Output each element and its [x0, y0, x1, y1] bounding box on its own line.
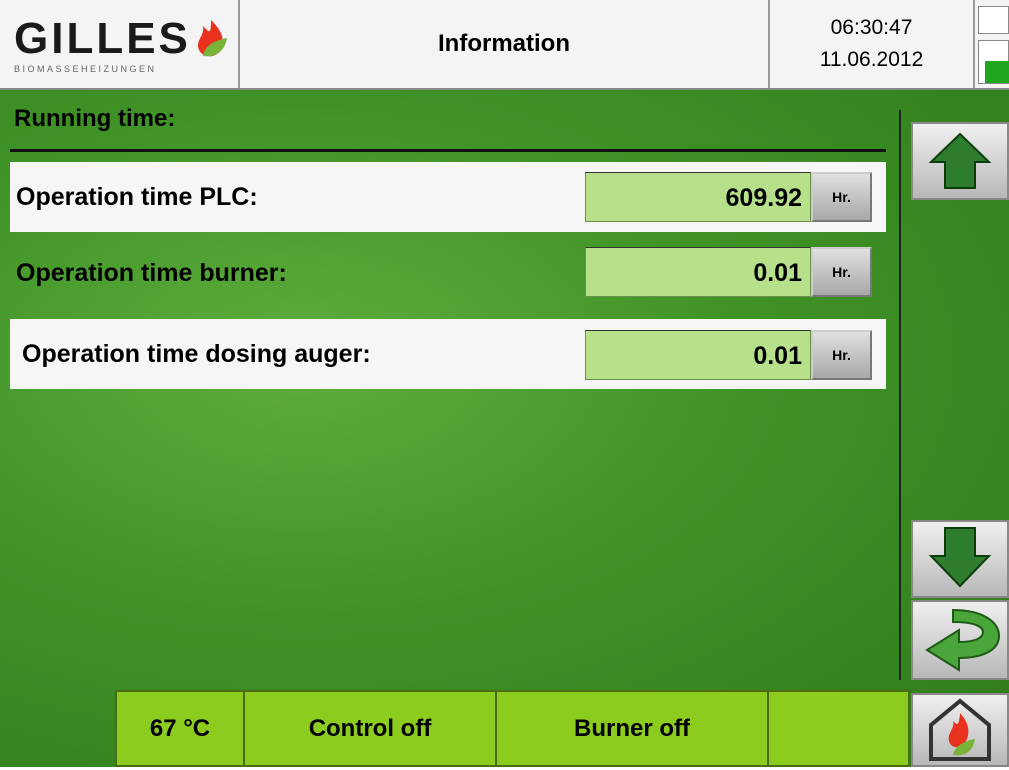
section-title: Running time: — [14, 105, 176, 132]
control-status: Control off — [243, 690, 497, 767]
date: 11.06.2012 — [819, 48, 924, 71]
row-label: Operation time PLC: — [16, 182, 258, 211]
divider — [899, 110, 901, 680]
logo-icon — [197, 20, 227, 57]
row-label: Operation time burner: — [16, 258, 287, 287]
scroll-down-button[interactable] — [911, 520, 1009, 598]
home-button[interactable] — [911, 693, 1009, 767]
logo-subtitle: BIOMASSEHEIZUNGEN — [14, 64, 157, 74]
unit-button[interactable]: Hr. — [811, 172, 872, 222]
section-rule — [10, 149, 886, 152]
value-field: 609.92 — [585, 172, 811, 222]
burner-status: Burner off — [495, 690, 769, 767]
home-icon — [929, 698, 991, 761]
indicator — [978, 6, 1009, 34]
value-field: 0.01 — [585, 247, 811, 297]
status-cell — [767, 690, 910, 767]
back-arrow-icon — [925, 608, 1001, 672]
logo: GILLES BIOMASSEHEIZUNGEN — [0, 0, 240, 88]
logo-text: GILLES — [14, 14, 191, 63]
time: 06:30:47 — [830, 16, 913, 39]
clock: 06:30:47 11.06.2012 — [770, 0, 975, 88]
indicator-fill — [985, 61, 1009, 83]
row: Operation time burner: — [10, 238, 886, 308]
temperature-cell: 67 °C — [115, 690, 245, 767]
header: GILLES BIOMASSEHEIZUNGEN Information 06:… — [0, 0, 1009, 90]
row-label: Operation time dosing auger: — [22, 339, 371, 368]
up-arrow-icon — [928, 132, 992, 189]
screen-title: Information — [240, 0, 770, 88]
unit-button[interactable]: Hr. — [811, 247, 872, 297]
value-field: 0.01 — [585, 330, 811, 380]
down-arrow-icon — [928, 527, 992, 588]
scroll-up-button[interactable] — [911, 122, 1009, 200]
unit-button[interactable]: Hr. — [811, 330, 872, 380]
indicator — [978, 40, 1009, 84]
back-button[interactable] — [911, 600, 1009, 680]
